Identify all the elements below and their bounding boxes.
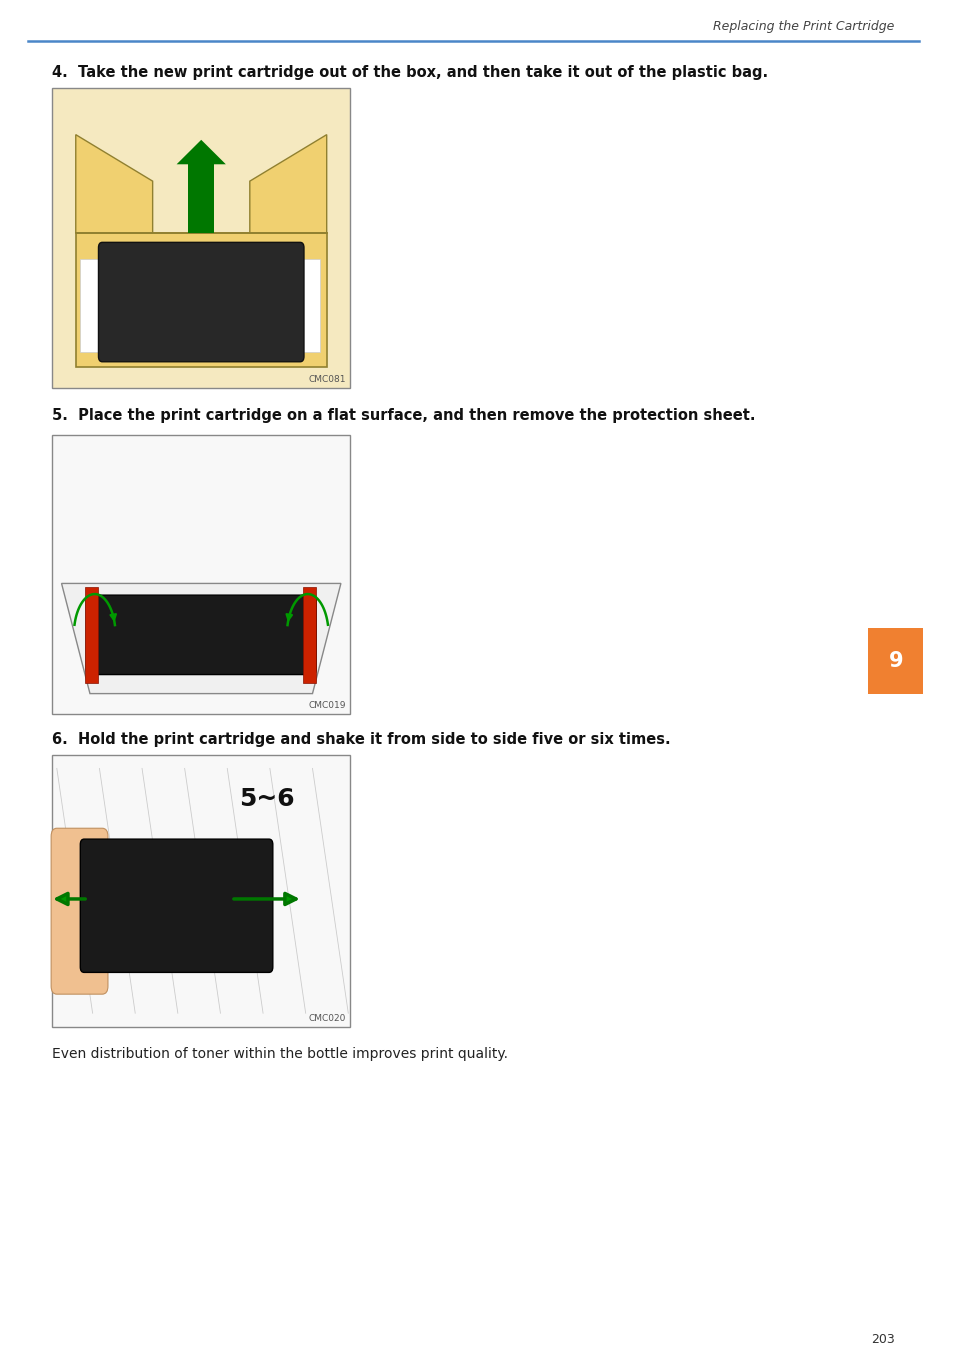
- FancyBboxPatch shape: [99, 242, 304, 362]
- Text: 5~6: 5~6: [239, 787, 295, 812]
- Polygon shape: [76, 135, 153, 233]
- FancyBboxPatch shape: [51, 828, 108, 994]
- FancyBboxPatch shape: [52, 755, 350, 1027]
- FancyBboxPatch shape: [85, 588, 99, 683]
- Text: CMC020: CMC020: [308, 1013, 346, 1023]
- FancyBboxPatch shape: [81, 258, 98, 352]
- FancyBboxPatch shape: [52, 88, 350, 388]
- Text: Even distribution of toner within the bottle improves print quality.: Even distribution of toner within the bo…: [52, 1047, 508, 1061]
- FancyBboxPatch shape: [52, 435, 350, 714]
- FancyBboxPatch shape: [869, 628, 924, 694]
- FancyBboxPatch shape: [303, 588, 316, 683]
- FancyBboxPatch shape: [303, 258, 320, 352]
- FancyBboxPatch shape: [76, 233, 326, 367]
- Text: 9: 9: [889, 651, 903, 670]
- Text: Replacing the Print Cartridge: Replacing the Print Cartridge: [713, 20, 895, 34]
- Polygon shape: [177, 140, 226, 165]
- Polygon shape: [61, 583, 341, 694]
- FancyBboxPatch shape: [81, 839, 273, 972]
- Text: 203: 203: [871, 1333, 895, 1346]
- Text: 5.  Place the print cartridge on a flat surface, and then remove the protection : 5. Place the print cartridge on a flat s…: [52, 408, 756, 423]
- FancyBboxPatch shape: [188, 165, 214, 233]
- Text: 6.  Hold the print cartridge and shake it from side to side five or six times.: 6. Hold the print cartridge and shake it…: [52, 732, 671, 747]
- FancyBboxPatch shape: [86, 596, 316, 675]
- Text: CMC081: CMC081: [308, 374, 346, 384]
- Text: 4.  Take the new print cartridge out of the box, and then take it out of the pla: 4. Take the new print cartridge out of t…: [52, 65, 768, 80]
- Text: CMC019: CMC019: [308, 700, 346, 710]
- Polygon shape: [250, 135, 326, 233]
